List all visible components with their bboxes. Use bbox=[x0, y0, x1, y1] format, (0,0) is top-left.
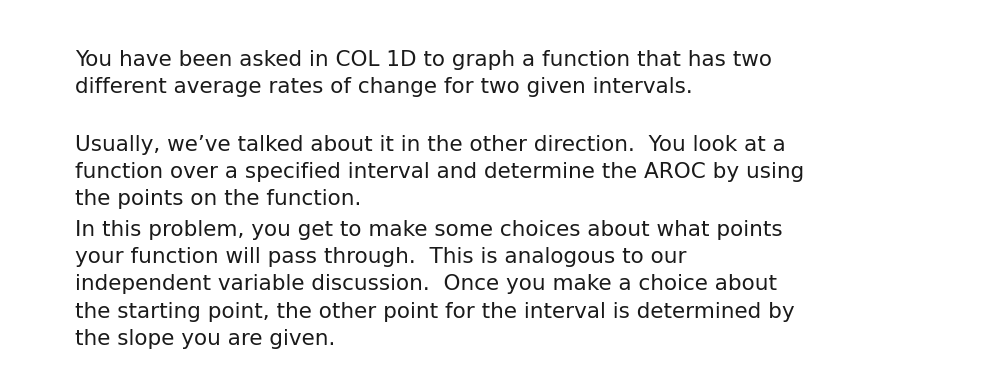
Text: Usually, we’ve talked about it in the other direction.  You look at a
function o: Usually, we’ve talked about it in the ot… bbox=[75, 135, 804, 210]
Text: In this problem, you get to make some choices about what points
your function wi: In this problem, you get to make some ch… bbox=[75, 220, 795, 349]
Text: You have been asked in COL 1D to graph a function that has two
different average: You have been asked in COL 1D to graph a… bbox=[75, 50, 772, 97]
